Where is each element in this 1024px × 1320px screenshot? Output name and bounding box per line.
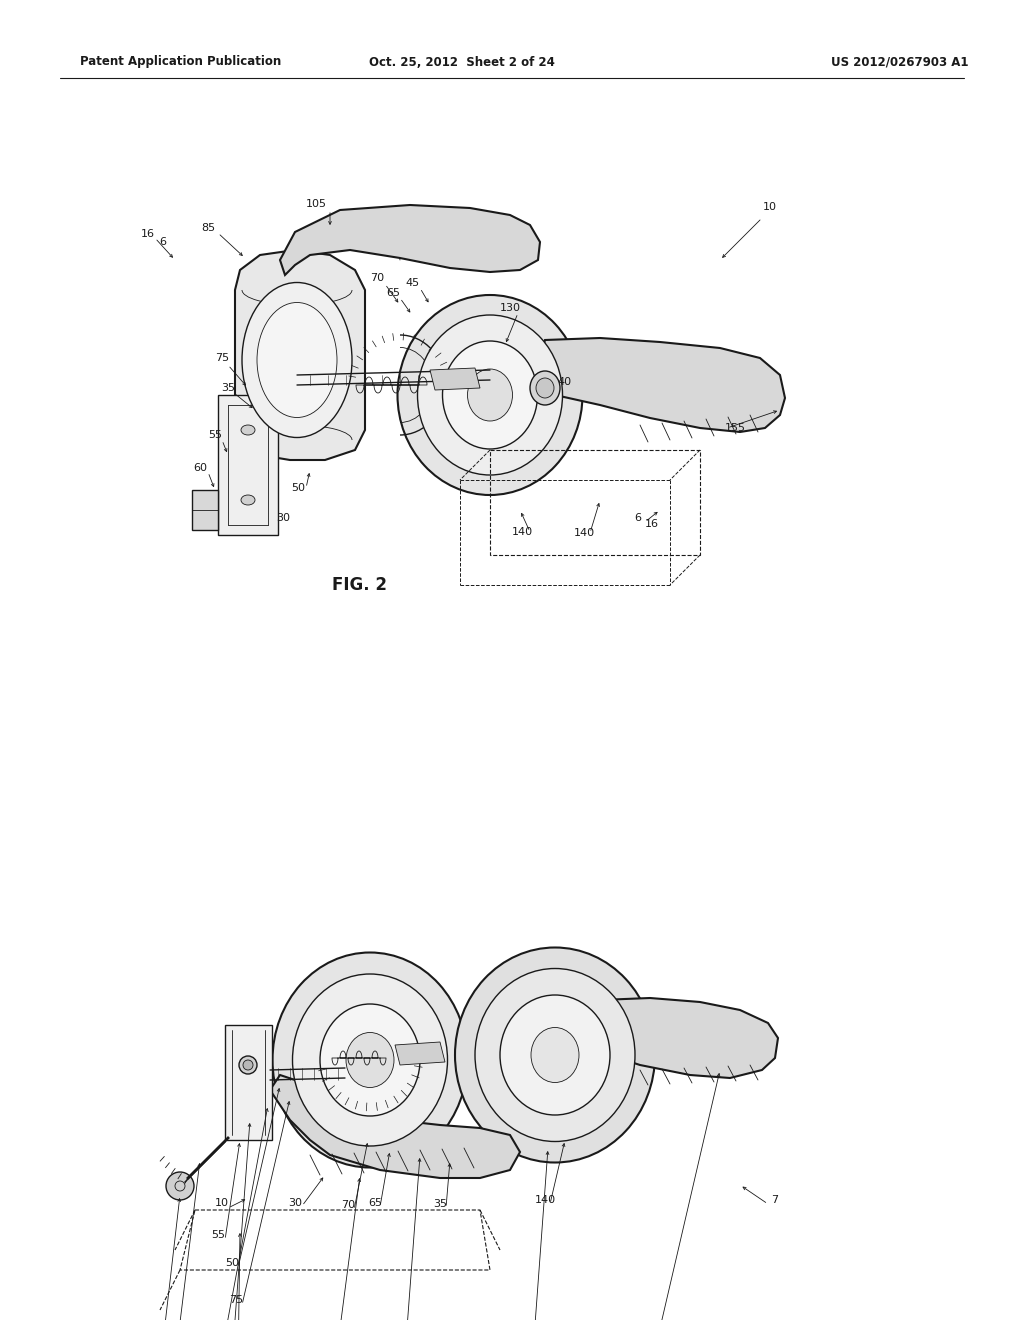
Ellipse shape [397, 294, 583, 495]
Text: 30: 30 [276, 513, 290, 523]
Ellipse shape [531, 1027, 579, 1082]
Polygon shape [234, 249, 365, 459]
Text: 55: 55 [208, 430, 222, 440]
Ellipse shape [455, 948, 655, 1163]
Text: 16: 16 [645, 519, 659, 529]
Text: 140: 140 [511, 527, 532, 537]
Ellipse shape [475, 969, 635, 1142]
Text: FIG. 2: FIG. 2 [333, 576, 387, 594]
Ellipse shape [293, 974, 447, 1146]
Polygon shape [578, 998, 778, 1078]
Text: 65: 65 [368, 1199, 382, 1208]
Text: 75: 75 [229, 1295, 243, 1305]
Text: 6: 6 [160, 238, 167, 247]
Ellipse shape [346, 1032, 394, 1088]
Ellipse shape [241, 425, 255, 436]
Ellipse shape [241, 495, 255, 506]
Text: 6: 6 [635, 513, 641, 523]
Text: 155: 155 [725, 422, 745, 433]
Polygon shape [430, 368, 480, 389]
Text: 16: 16 [141, 228, 155, 239]
Polygon shape [538, 338, 785, 432]
Text: 10: 10 [215, 1199, 229, 1208]
Polygon shape [218, 395, 278, 535]
Text: Oct. 25, 2012  Sheet 2 of 24: Oct. 25, 2012 Sheet 2 of 24 [369, 55, 555, 69]
Text: 35: 35 [433, 1199, 447, 1209]
Ellipse shape [319, 1005, 420, 1115]
Text: 70: 70 [370, 273, 384, 282]
Text: 40: 40 [558, 378, 572, 387]
Text: 50: 50 [225, 1258, 239, 1269]
Ellipse shape [500, 995, 610, 1115]
Text: 45: 45 [406, 279, 420, 288]
Polygon shape [225, 1026, 272, 1140]
Ellipse shape [442, 341, 538, 449]
Polygon shape [193, 490, 218, 531]
Polygon shape [395, 1041, 445, 1065]
Text: 65: 65 [386, 288, 400, 298]
Ellipse shape [536, 378, 554, 399]
Text: 50: 50 [291, 483, 305, 492]
Ellipse shape [239, 1056, 257, 1074]
Text: 30: 30 [288, 1199, 302, 1208]
Ellipse shape [530, 371, 560, 405]
Text: 70: 70 [341, 1200, 355, 1210]
Text: 140: 140 [535, 1195, 556, 1205]
Text: 105: 105 [305, 199, 327, 209]
Ellipse shape [257, 302, 337, 417]
Text: US 2012/0267903 A1: US 2012/0267903 A1 [831, 55, 969, 69]
Circle shape [166, 1172, 194, 1200]
Text: 140: 140 [573, 528, 595, 539]
Text: 75: 75 [215, 352, 229, 363]
Ellipse shape [243, 1060, 253, 1071]
Text: 60: 60 [193, 463, 207, 473]
Polygon shape [270, 1074, 520, 1177]
Ellipse shape [242, 282, 352, 437]
Text: 10: 10 [763, 202, 777, 213]
Text: 130: 130 [500, 304, 520, 313]
Ellipse shape [418, 315, 562, 475]
Text: 35: 35 [221, 383, 234, 393]
Text: 85: 85 [201, 223, 215, 234]
Ellipse shape [468, 370, 512, 421]
Text: 7: 7 [771, 1195, 778, 1205]
Text: 55: 55 [211, 1230, 225, 1239]
Text: Patent Application Publication: Patent Application Publication [80, 55, 282, 69]
Polygon shape [280, 205, 540, 275]
Ellipse shape [272, 953, 468, 1167]
